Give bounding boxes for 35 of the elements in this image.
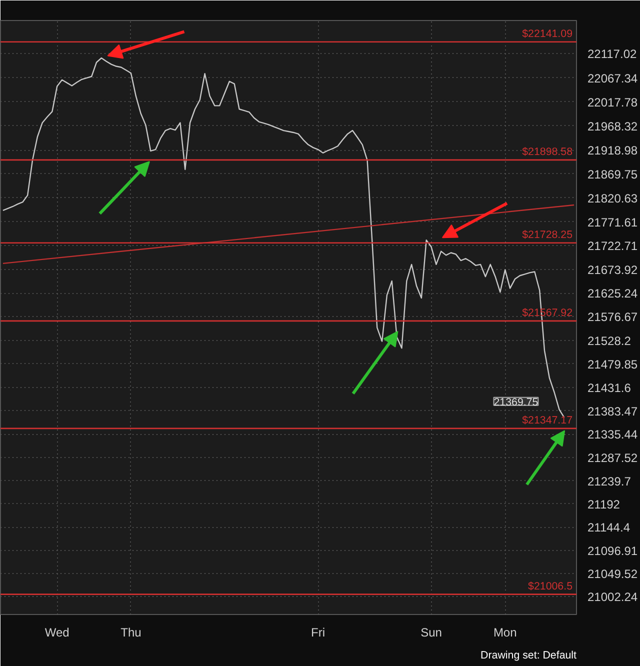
ref-line-label: $21898.58 <box>522 146 573 158</box>
y-tick-label: 21383.47 <box>588 404 638 418</box>
y-tick-label: 21239.7 <box>588 474 632 488</box>
y-tick-label: 21771.61 <box>588 215 638 230</box>
y-tick-label: 21049.52 <box>588 566 638 581</box>
x-tick-label: Sun <box>420 626 442 640</box>
y-tick-label: 22067.34 <box>588 71 638 86</box>
x-tick-label: Thu <box>120 626 142 640</box>
ref-line-label: $21728.25 <box>522 228 573 241</box>
y-tick-label: 21096.91 <box>588 544 638 558</box>
y-tick-label: 21968.32 <box>588 120 638 134</box>
y-tick-label: 21722.71 <box>588 239 638 254</box>
x-tick-label: Wed <box>44 626 70 640</box>
y-tick-label: 22017.78 <box>588 95 638 110</box>
y-tick-label: 21820.63 <box>588 191 638 206</box>
y-tick-label: 21869.75 <box>588 167 638 182</box>
y-tick-label: 21431.6 <box>588 380 632 395</box>
y-tick-label: 21528.2 <box>588 334 632 348</box>
y-tick-label: 21287.52 <box>588 450 638 465</box>
y-tick-label: 21192 <box>588 497 620 512</box>
y-tick-label: 21673.92 <box>588 262 638 277</box>
ref-line-label: $21347.17 <box>522 414 573 426</box>
ref-line-label: $21006.5 <box>528 580 573 592</box>
y-tick-label: 21576.67 <box>588 310 638 324</box>
y-tick-label: 22117.02 <box>588 47 637 62</box>
ref-line-label: $22141.09 <box>522 28 573 40</box>
y-tick-label: 21002.24 <box>588 590 638 604</box>
text: Drawing set: Default <box>480 650 577 662</box>
y-tick-label: 21918.98 <box>588 144 638 158</box>
y-tick-label: 21479.85 <box>588 357 638 372</box>
y-tick-label: 21335.44 <box>588 428 638 442</box>
y-tick-label: 21625.24 <box>588 286 638 301</box>
x-tick-label: Mon <box>493 626 517 640</box>
y-tick-label: 21144.4 <box>588 520 630 535</box>
x-tick-label: Fri <box>311 626 326 640</box>
